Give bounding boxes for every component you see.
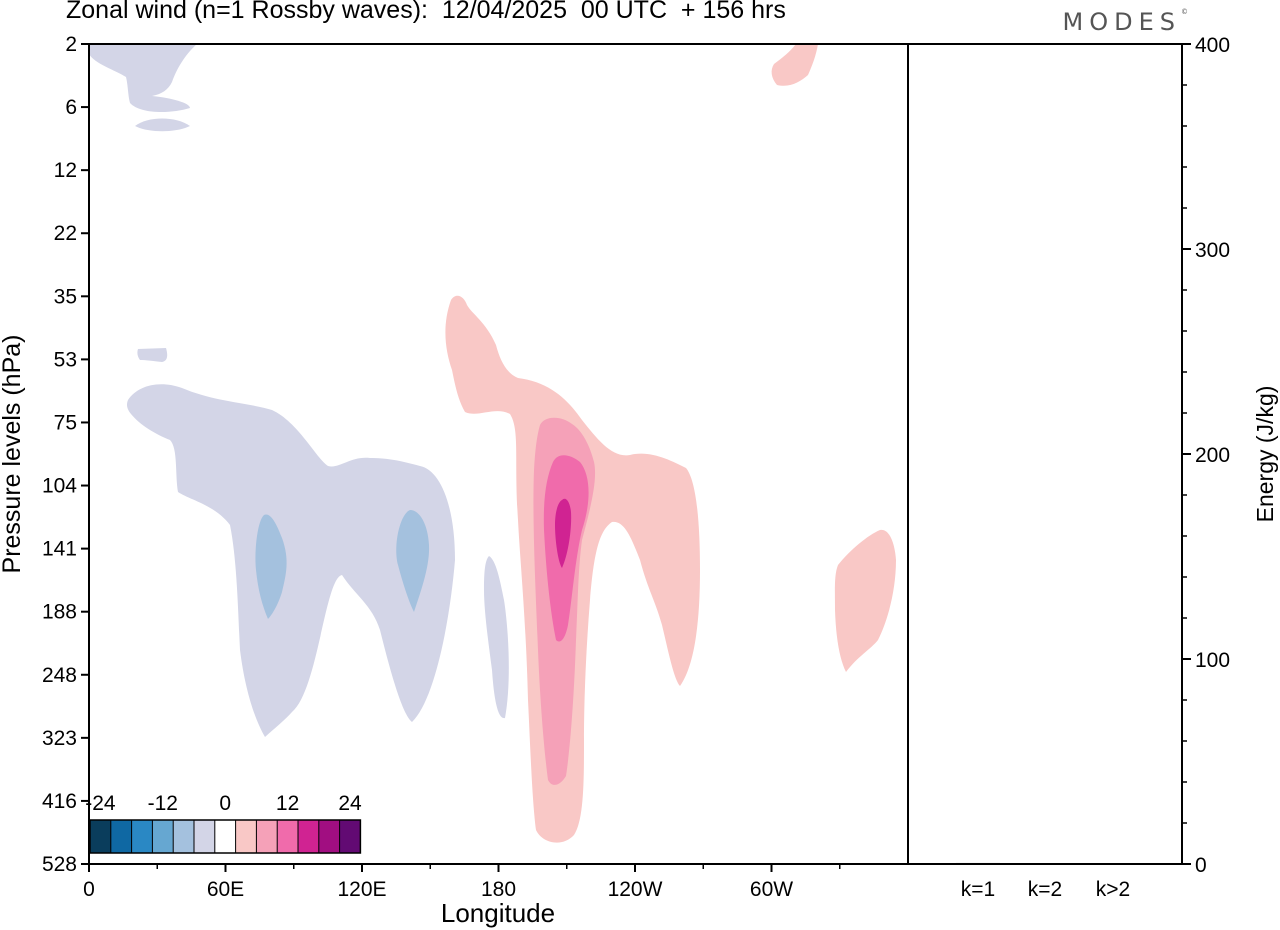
colorbar-label: -24 — [85, 792, 116, 815]
colorbar-swatch — [298, 820, 319, 853]
contour-layer — [89, 44, 896, 843]
x-tick-label: 120E — [337, 878, 386, 901]
colorbar-label: -12 — [148, 792, 178, 815]
y-tick-label: 2 — [65, 33, 77, 56]
contour-pos-upper-right — [771, 44, 818, 86]
y-axis: 2 6 12 22 35 53 75 104 141 188 248 323 416 528 — [42, 33, 89, 876]
y-tick-label: 6 — [65, 96, 77, 119]
energy-bar — [1091, 863, 1135, 865]
x-tick-label: 60E — [207, 878, 244, 901]
contour-neg-upper-left — [89, 44, 197, 113]
chart-title: Zonal wind (n=1 Rossby waves): 12/04/202… — [66, 0, 786, 24]
colorbar-swatch — [318, 820, 340, 853]
y-tick-label: 323 — [42, 727, 77, 750]
colorbar-swatch — [152, 820, 174, 853]
colorbar-swatch — [131, 820, 153, 853]
colorbar-swatch — [110, 820, 132, 853]
energy-bar — [1023, 863, 1067, 865]
y-tick-label: 528 — [42, 853, 77, 876]
colorbar-label: 12 — [276, 792, 299, 815]
energy-tick-label: 200 — [1195, 444, 1230, 467]
contour-neg-core-70e — [255, 514, 287, 619]
colorbar-swatch — [277, 820, 298, 853]
x-tick-label: 0 — [83, 878, 95, 901]
colorbar-label: 24 — [338, 792, 362, 815]
colorbar-swatch — [339, 820, 361, 853]
contour-neg-small-53 — [137, 348, 168, 362]
y-tick-label: 104 — [42, 475, 77, 498]
y-tick-label: 416 — [42, 790, 77, 813]
y-tick-label: 75 — [54, 411, 77, 434]
energy-tick-label: 400 — [1195, 34, 1230, 57]
brand-logo: MODES© — [1063, 8, 1188, 36]
x-axis-label: Longitude — [441, 898, 555, 928]
y-axis-label: Pressure levels (hPa) — [0, 335, 26, 574]
energy-category-label: k>2 — [1096, 878, 1130, 901]
colorbar-swatch — [173, 820, 194, 853]
y-tick-label: 12 — [54, 159, 77, 182]
y-tick-label: 22 — [54, 222, 77, 245]
energy-tick-label: 300 — [1195, 239, 1230, 262]
y-tick-label: 248 — [42, 664, 77, 687]
energy-category-label: k=1 — [961, 878, 995, 901]
energy-axis-label: Energy (J/kg) — [1252, 386, 1278, 523]
energy-tick-label: 100 — [1195, 649, 1230, 672]
contour-neg-core-145e — [396, 510, 430, 612]
y-tick-label: 35 — [54, 285, 77, 308]
energy-category-label: k=2 — [1028, 878, 1062, 901]
colorbar-swatch — [90, 820, 111, 853]
energy-bar — [956, 862, 1000, 864]
y-tick-label: 53 — [54, 348, 77, 371]
colorbar-swatch — [214, 820, 236, 853]
colorbar-swatch — [194, 820, 215, 853]
contour-neg-near-180 — [484, 556, 509, 719]
contour-pos-lower-right — [834, 529, 896, 672]
colorbar: -24 -12 0 12 24 — [85, 790, 362, 854]
y-tick-label: 141 — [42, 538, 77, 561]
energy-y-axis: 0 100 200 300 400 — [1182, 34, 1230, 877]
x-tick-label: 120W — [608, 878, 663, 901]
brand-mark: © — [1181, 8, 1188, 16]
energy-tick-label: 0 — [1195, 854, 1207, 877]
energy-plot-frame — [907, 43, 1183, 865]
x-tick-label: 60W — [750, 878, 793, 901]
colorbar-swatch — [256, 820, 278, 853]
x-axis: 0 60E 120E 180 120W 60W — [83, 864, 841, 901]
brand-name: MODES — [1062, 8, 1181, 36]
colorbar-label: 0 — [219, 792, 231, 815]
y-tick-label: 188 — [42, 601, 77, 624]
contour-neg-main — [127, 384, 455, 737]
colorbar-swatch — [235, 820, 257, 853]
contour-pos-core — [555, 498, 572, 568]
energy-bars: k=1 k=2 k>2 — [956, 862, 1135, 901]
contour-neg-upper-left-small — [135, 118, 190, 132]
x-tick-label: 180 — [481, 878, 516, 901]
